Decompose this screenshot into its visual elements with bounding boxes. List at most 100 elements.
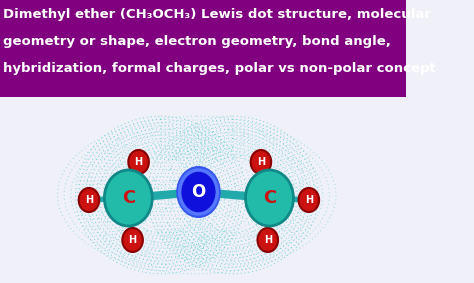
Point (171, 242, 179, 246)
Point (267, 133, 275, 137)
Point (185, 178, 192, 182)
Point (283, 153, 291, 158)
Point (282, 178, 289, 183)
Point (181, 194, 189, 198)
Point (117, 213, 125, 218)
Point (88, 211, 96, 216)
Point (252, 177, 259, 182)
Point (175, 252, 183, 257)
Point (310, 200, 318, 204)
Point (305, 182, 312, 186)
Point (247, 188, 255, 193)
Point (169, 221, 177, 225)
Point (154, 174, 161, 178)
Point (300, 180, 307, 184)
Point (213, 202, 220, 206)
Point (101, 218, 109, 223)
Point (195, 191, 202, 195)
Point (226, 203, 234, 207)
Point (212, 157, 220, 162)
Point (117, 138, 125, 143)
Point (192, 185, 200, 189)
Point (195, 220, 203, 225)
Point (101, 164, 109, 168)
Point (131, 231, 139, 236)
Point (173, 236, 181, 240)
Point (109, 163, 117, 167)
Circle shape (128, 150, 149, 174)
Point (212, 197, 219, 201)
Point (152, 178, 160, 182)
Point (202, 156, 210, 160)
Point (101, 185, 109, 189)
Point (172, 155, 179, 159)
Point (165, 197, 173, 201)
Point (186, 128, 194, 133)
Point (197, 218, 205, 223)
Point (258, 197, 265, 202)
Point (212, 245, 220, 249)
Point (226, 179, 234, 184)
Point (188, 240, 195, 245)
Point (202, 156, 210, 160)
Point (285, 174, 293, 178)
Point (134, 222, 142, 227)
Point (210, 177, 218, 181)
Point (103, 219, 111, 224)
Point (136, 130, 143, 135)
Point (190, 133, 198, 138)
Point (214, 134, 221, 138)
Point (222, 192, 229, 196)
Point (208, 235, 216, 240)
Point (126, 192, 134, 197)
Point (131, 169, 139, 173)
Point (181, 165, 188, 169)
Point (238, 201, 246, 205)
Point (262, 188, 270, 192)
Point (238, 189, 246, 194)
Point (293, 166, 301, 171)
Point (206, 221, 214, 226)
Point (235, 149, 242, 153)
Point (228, 145, 236, 149)
Point (122, 246, 129, 251)
Point (255, 147, 263, 152)
Point (203, 200, 211, 205)
Point (140, 252, 148, 257)
Point (255, 219, 262, 223)
Point (244, 173, 251, 177)
Point (122, 145, 129, 150)
Point (220, 228, 228, 233)
Point (213, 157, 220, 162)
Point (216, 126, 224, 131)
Point (154, 181, 161, 186)
Point (228, 160, 236, 164)
Point (261, 132, 268, 137)
Point (185, 220, 193, 224)
Point (226, 176, 233, 180)
Point (172, 261, 179, 266)
Point (219, 168, 227, 173)
Point (124, 240, 131, 245)
Point (116, 174, 123, 179)
Point (287, 237, 295, 241)
Point (74, 206, 82, 211)
Point (314, 185, 321, 190)
Point (158, 237, 166, 242)
Point (244, 234, 251, 238)
Point (119, 164, 127, 169)
Point (201, 216, 209, 220)
Point (173, 185, 181, 190)
Point (248, 172, 256, 177)
Point (165, 214, 173, 219)
Point (97, 177, 105, 181)
Point (300, 205, 307, 209)
Point (205, 146, 213, 151)
Point (211, 170, 219, 175)
Point (185, 155, 193, 159)
Point (205, 196, 212, 200)
Point (237, 180, 245, 185)
Point (203, 207, 211, 211)
Point (202, 241, 210, 246)
Point (127, 184, 134, 189)
